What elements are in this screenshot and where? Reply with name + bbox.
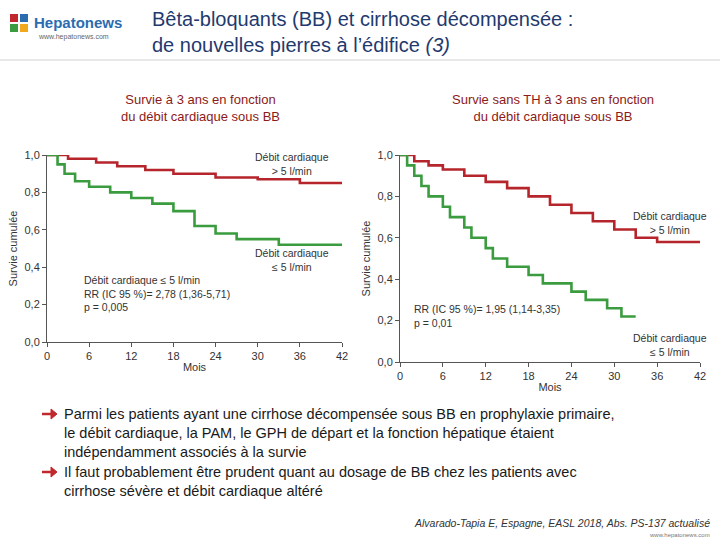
svg-text:Mois: Mois [183, 361, 207, 373]
svg-text:0,4: 0,4 [378, 273, 393, 285]
svg-text:0,2: 0,2 [25, 298, 40, 310]
svg-text:42: 42 [694, 370, 706, 382]
svg-text:RR (IC 95 %)= 1,95 (1,14-3,35): RR (IC 95 %)= 1,95 (1,14-3,35)p = 0,01 [414, 303, 560, 329]
svg-text:0: 0 [397, 370, 403, 382]
svg-text:Débit cardiaque> 5 l/min: Débit cardiaque> 5 l/min [633, 210, 707, 236]
svg-text:6: 6 [440, 370, 446, 382]
svg-text:24: 24 [565, 370, 577, 382]
svg-text:36: 36 [651, 370, 663, 382]
svg-text:12: 12 [125, 350, 137, 362]
svg-text:42: 42 [336, 350, 348, 362]
svg-text:Il faut probablement être prud: Il faut probablement être prudent quant … [64, 464, 577, 499]
svg-text:Survie cumulée: Survie cumulée [7, 211, 19, 287]
svg-text:18: 18 [522, 370, 534, 382]
svg-text:Bêta-bloquants (BB) et cirrhos: Bêta-bloquants (BB) et cirrhose décompen… [152, 8, 573, 56]
svg-text:Hepatonews: Hepatonews [34, 14, 122, 31]
svg-text:24: 24 [209, 350, 221, 362]
svg-text:Parmi les patients ayant une c: Parmi les patients ayant une cirrhose dé… [64, 406, 614, 460]
svg-text:0: 0 [44, 350, 50, 362]
svg-text:12: 12 [480, 370, 492, 382]
svg-text:30: 30 [608, 370, 620, 382]
svg-text:Mois: Mois [538, 381, 562, 393]
svg-text:0,8: 0,8 [378, 190, 393, 202]
svg-text:Survie sans TH à 3 ans en fonc: Survie sans TH à 3 ans en fonctiondu déb… [452, 92, 654, 124]
svg-text:Débit cardiaque ≤ 5 l/minRR (I: Débit cardiaque ≤ 5 l/minRR (IC 95 %)= 2… [84, 274, 230, 313]
svg-text:18: 18 [167, 350, 179, 362]
svg-text:0,2: 0,2 [378, 314, 393, 326]
svg-text:Débit cardiaque> 5 l/min: Débit cardiaque> 5 l/min [255, 151, 329, 177]
svg-text:0,4: 0,4 [25, 261, 40, 273]
svg-text:Débit cardiaque≤ 5 l/min: Débit cardiaque≤ 5 l/min [255, 247, 329, 273]
svg-text:30: 30 [252, 350, 264, 362]
svg-text:Survie à 3 ans en fonctiondu d: Survie à 3 ans en fonctiondu débit cardi… [121, 92, 280, 124]
svg-text:www.hepatonews.com: www.hepatonews.com [38, 33, 109, 41]
svg-text:0,6: 0,6 [378, 232, 393, 244]
svg-text:0,8: 0,8 [25, 186, 40, 198]
svg-text:1,0: 1,0 [378, 149, 393, 161]
svg-text:0,0: 0,0 [25, 336, 40, 348]
svg-text:Alvarado-Tapia E, Espagne, EAS: Alvarado-Tapia E, Espagne, EASL 2018, Ab… [414, 517, 710, 529]
svg-text:1,0: 1,0 [25, 149, 40, 161]
svg-text:0,6: 0,6 [25, 224, 40, 236]
svg-text:6: 6 [86, 350, 92, 362]
svg-text:0,0: 0,0 [378, 356, 393, 368]
svg-text:36: 36 [294, 350, 306, 362]
svg-text:www.hepatonews.com: www.hepatonews.com [649, 532, 710, 538]
svg-text:Survie cumulée: Survie cumulée [360, 221, 372, 297]
svg-text:Débit cardiaque≤ 5 l/min: Débit cardiaque≤ 5 l/min [633, 332, 707, 358]
